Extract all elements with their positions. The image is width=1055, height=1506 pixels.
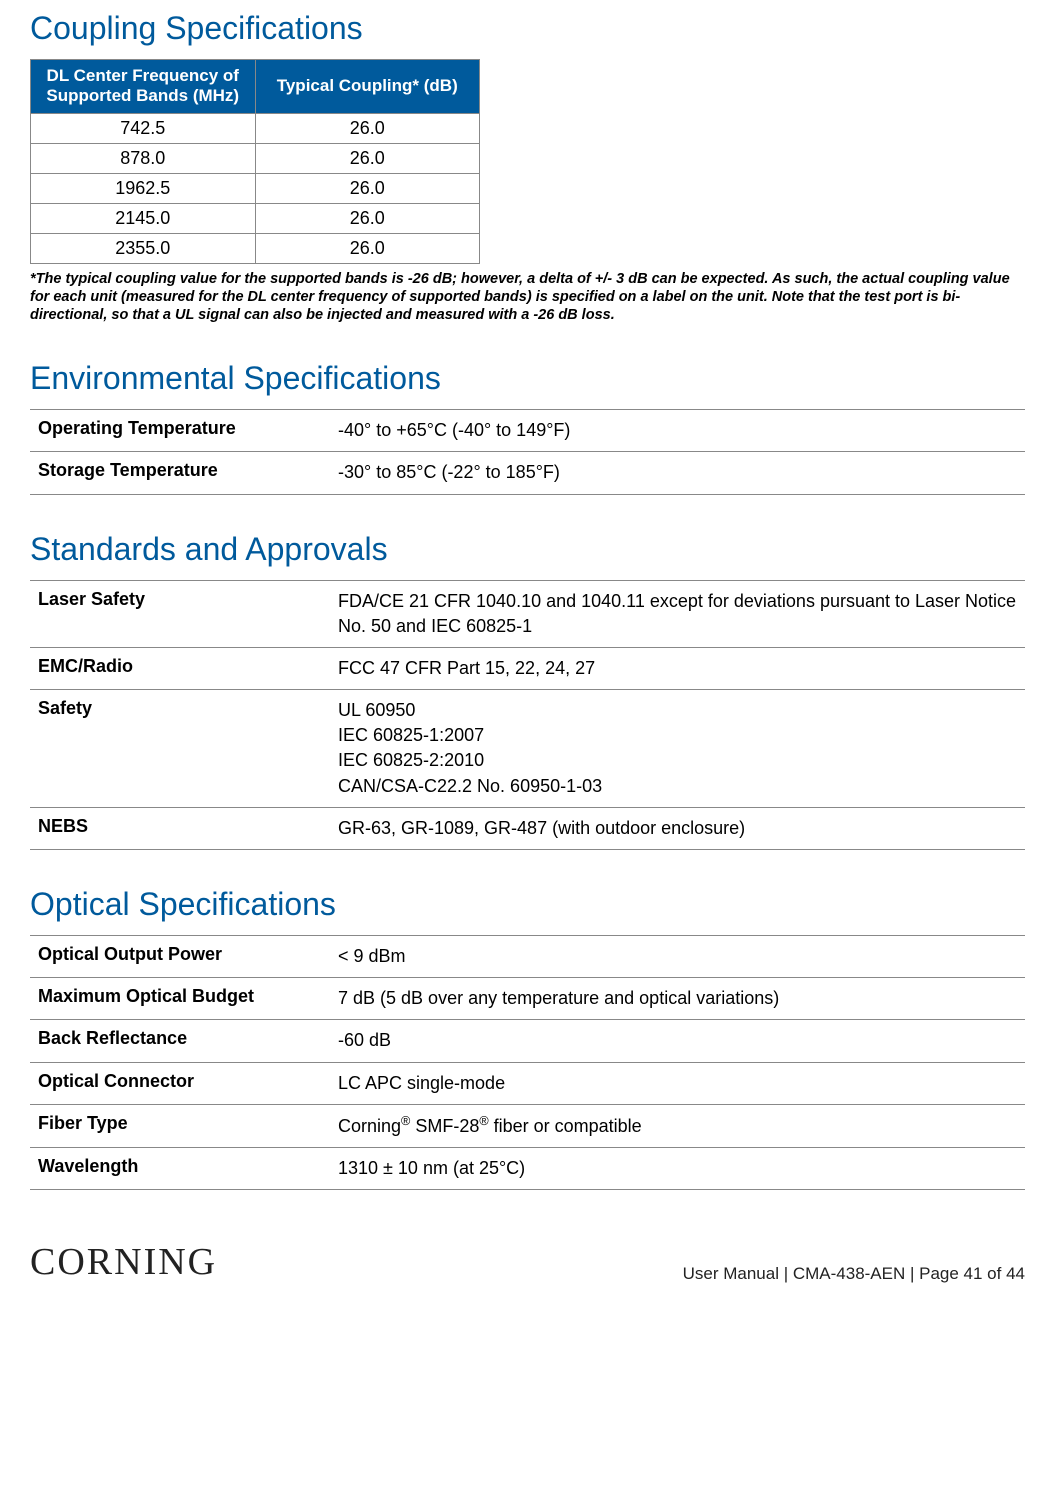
spec-value: -30° to 85°C (-22° to 185°F) [338, 460, 560, 485]
spec-row: Fiber TypeCorning® SMF-28® fiber or comp… [30, 1104, 1025, 1147]
coupling-row: 2355.026.0 [31, 233, 480, 263]
spec-row: Storage Temperature-30° to 85°C (-22° to… [30, 451, 1025, 494]
spec-row: Operating Temperature-40° to +65°C (-40°… [30, 409, 1025, 451]
spec-row: Maximum Optical Budget7 dB (5 dB over an… [30, 977, 1025, 1019]
spec-value: FDA/CE 21 CFR 1040.10 and 1040.11 except… [338, 589, 1025, 639]
coupling-th-freq: DL Center Frequency of Supported Bands (… [31, 60, 256, 114]
spec-value: FCC 47 CFR Part 15, 22, 24, 27 [338, 656, 595, 681]
spec-value: 1310 ± 10 nm (at 25°C) [338, 1156, 525, 1181]
coupling-cell: 878.0 [31, 143, 256, 173]
spec-row: NEBSGR-63, GR-1089, GR-487 (with outdoor… [30, 807, 1025, 850]
coupling-cell: 2145.0 [31, 203, 256, 233]
environmental-spec-group: Operating Temperature-40° to +65°C (-40°… [30, 409, 1025, 494]
spec-label: Safety [38, 698, 338, 799]
coupling-cell: 2355.0 [31, 233, 256, 263]
spec-row: Optical ConnectorLC APC single-mode [30, 1062, 1025, 1104]
coupling-row: 742.526.0 [31, 113, 480, 143]
spec-value: UL 60950IEC 60825-1:2007IEC 60825-2:2010… [338, 698, 602, 799]
spec-label: Laser Safety [38, 589, 338, 639]
environmental-heading: Environmental Specifications [30, 360, 1025, 397]
spec-value: Corning® SMF-28® fiber or compatible [338, 1113, 642, 1139]
coupling-row: 878.026.0 [31, 143, 480, 173]
spec-value: LC APC single-mode [338, 1071, 505, 1096]
spec-label: Storage Temperature [38, 460, 338, 485]
spec-label: EMC/Radio [38, 656, 338, 681]
spec-value: GR-63, GR-1089, GR-487 (with outdoor enc… [338, 816, 745, 841]
coupling-cell: 26.0 [255, 113, 480, 143]
coupling-table: DL Center Frequency of Supported Bands (… [30, 59, 480, 264]
brand-logo: CORNING [30, 1240, 217, 1284]
optical-spec-group: Optical Output Power< 9 dBmMaximum Optic… [30, 935, 1025, 1190]
coupling-cell: 742.5 [31, 113, 256, 143]
spec-label: Wavelength [38, 1156, 338, 1181]
coupling-heading: Coupling Specifications [30, 10, 1025, 47]
coupling-cell: 26.0 [255, 233, 480, 263]
spec-row: Laser SafetyFDA/CE 21 CFR 1040.10 and 10… [30, 580, 1025, 647]
coupling-row: 1962.526.0 [31, 173, 480, 203]
spec-row: Wavelength1310 ± 10 nm (at 25°C) [30, 1147, 1025, 1190]
spec-value: < 9 dBm [338, 944, 406, 969]
coupling-cell: 26.0 [255, 173, 480, 203]
spec-row: Optical Output Power< 9 dBm [30, 935, 1025, 977]
coupling-cell: 26.0 [255, 203, 480, 233]
coupling-cell: 26.0 [255, 143, 480, 173]
page-footer: CORNING User Manual | CMA-438-AEN | Page… [30, 1240, 1025, 1284]
spec-value: -60 dB [338, 1028, 391, 1053]
spec-value: -40° to +65°C (-40° to 149°F) [338, 418, 570, 443]
standards-heading: Standards and Approvals [30, 531, 1025, 568]
spec-label: Fiber Type [38, 1113, 338, 1139]
coupling-th-db: Typical Coupling* (dB) [255, 60, 480, 114]
spec-label: Optical Output Power [38, 944, 338, 969]
spec-label: Maximum Optical Budget [38, 986, 338, 1011]
standards-spec-group: Laser SafetyFDA/CE 21 CFR 1040.10 and 10… [30, 580, 1025, 851]
coupling-cell: 1962.5 [31, 173, 256, 203]
spec-label: Optical Connector [38, 1071, 338, 1096]
spec-label: Back Reflectance [38, 1028, 338, 1053]
spec-row: SafetyUL 60950IEC 60825-1:2007IEC 60825-… [30, 689, 1025, 807]
coupling-row: 2145.026.0 [31, 203, 480, 233]
spec-label: Operating Temperature [38, 418, 338, 443]
spec-row: Back Reflectance-60 dB [30, 1019, 1025, 1061]
spec-row: EMC/RadioFCC 47 CFR Part 15, 22, 24, 27 [30, 647, 1025, 689]
spec-label: NEBS [38, 816, 338, 841]
footer-page-info: User Manual | CMA-438-AEN | Page 41 of 4… [683, 1264, 1025, 1284]
coupling-footnote: *The typical coupling value for the supp… [30, 270, 1025, 324]
spec-value: 7 dB (5 dB over any temperature and opti… [338, 986, 779, 1011]
optical-heading: Optical Specifications [30, 886, 1025, 923]
